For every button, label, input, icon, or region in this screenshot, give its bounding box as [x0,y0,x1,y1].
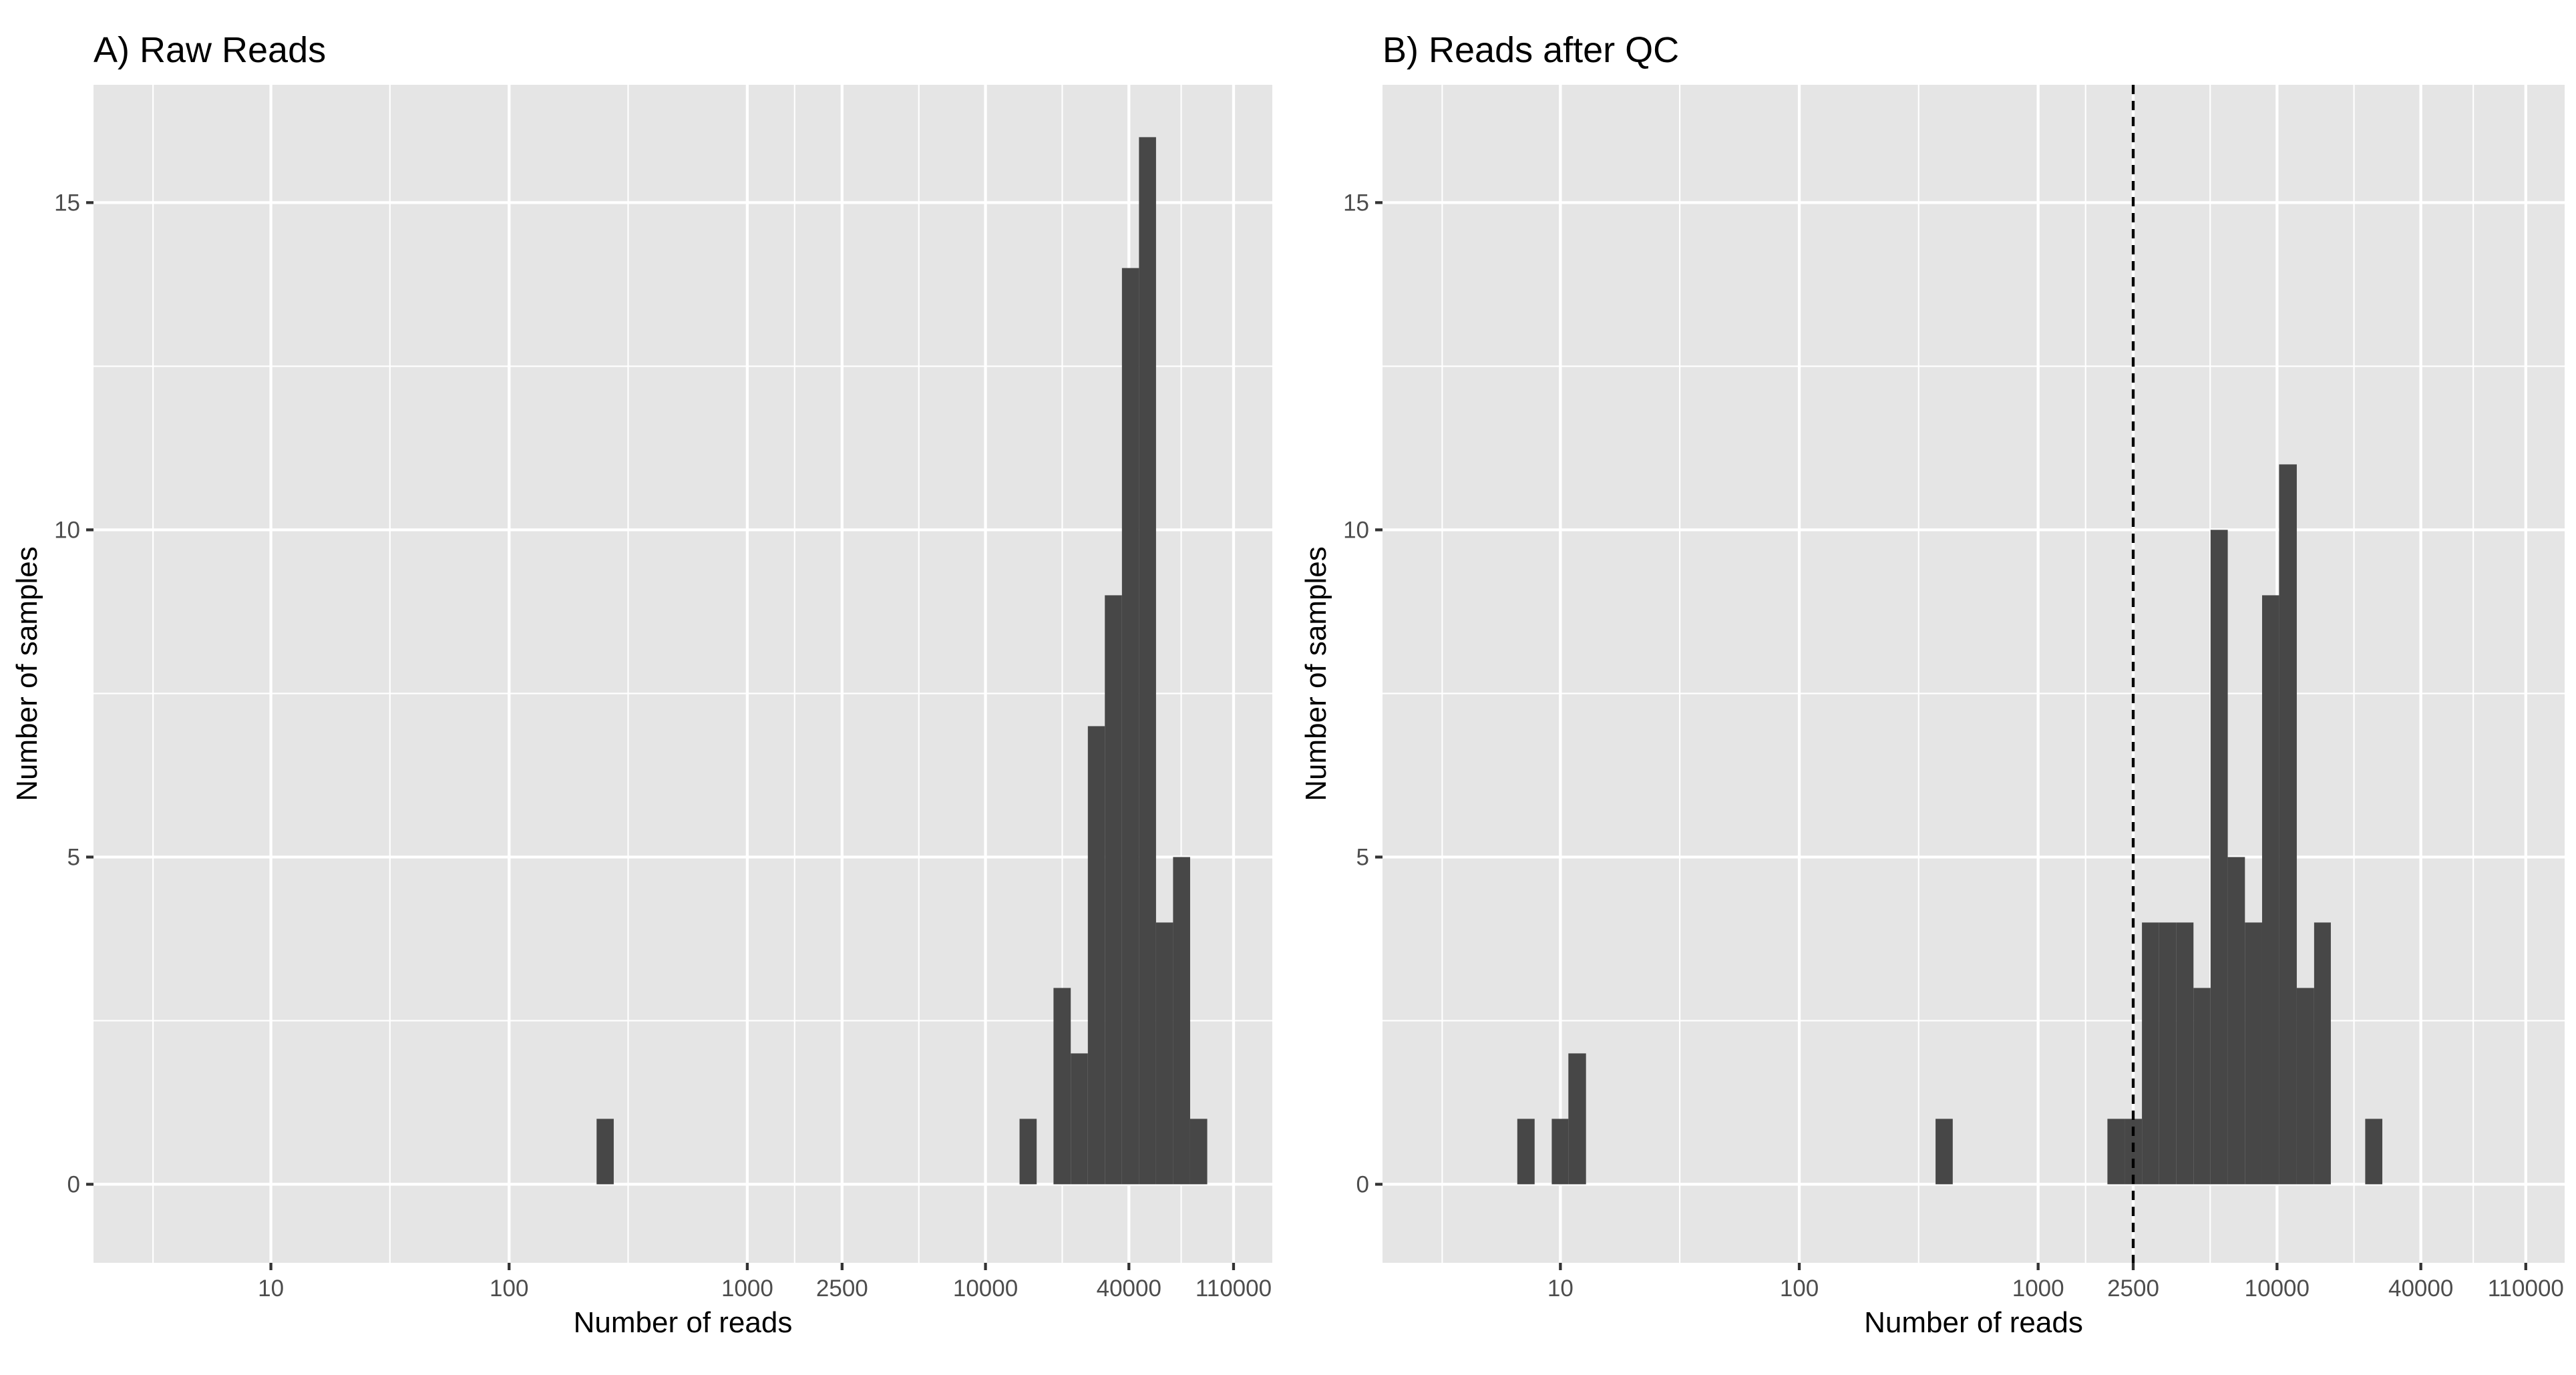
y-tick-label: 5 [1356,844,1369,870]
histogram-bar [2296,988,2314,1185]
x-tick-label: 40000 [2388,1275,2453,1302]
y-tick-label: 5 [67,844,80,870]
histogram-bar [2227,857,2245,1185]
y-tick-label: 15 [54,190,80,216]
histogram-bar [1019,1119,1037,1185]
y-tick-label: 10 [1343,517,1369,543]
x-tick-label: 10 [258,1275,284,1302]
histogram-bar [1139,137,1156,1185]
panel-raw-reads: 0 5 10 15 10 100 1000 2500 10000 40000 110000 A) Ra… [11,30,1272,1339]
x-tick-label: 110000 [1195,1275,1272,1302]
y-tick-label: 10 [54,517,80,543]
histogram-bar [1173,857,1190,1185]
histogram-bar [1517,1119,1535,1185]
histogram-bar [2314,922,2331,1185]
x-tick-label: 2500 [816,1275,868,1302]
y-axis-title: Number of samples [1300,546,1332,801]
histogram-bar [2142,922,2159,1185]
y-tick-label: 15 [1343,190,1369,216]
x-tick-label: 10000 [953,1275,1018,1302]
x-tick-label: 10 [1547,1275,1574,1302]
panel-reads-after-qc: 0 5 10 15 10 100 1000 2500 10000 40000 110000 B) Re… [1300,30,2565,1339]
histogram-bar [1189,1119,1208,1185]
x-tick-label: 1000 [2012,1275,2064,1302]
histogram-bar [2245,922,2262,1185]
y-axis-title: Number of samples [11,546,43,801]
histogram-bar [2279,464,2297,1185]
histogram-bar [1071,1053,1088,1185]
histogram-bar [596,1119,614,1185]
histogram-bar [2193,988,2211,1185]
histogram-bar [1155,922,1173,1185]
histogram-bar [2107,1119,2125,1185]
y-tick-label: 0 [1356,1171,1369,1197]
x-tick-label: 40000 [1097,1275,1161,1302]
y-tick-label: 0 [67,1171,80,1197]
histogram-bar [1087,726,1105,1185]
x-tick-label: 110000 [2488,1275,2564,1302]
histogram-bar [1105,595,1122,1185]
x-tick-label: 1000 [721,1275,773,1302]
histogram-bar [2159,922,2177,1185]
x-tick-label: 100 [1780,1275,1819,1302]
x-axis-title: Number of reads [574,1306,793,1339]
histogram-bar [1121,268,1139,1185]
histogram-bar [1053,988,1071,1185]
x-tick-label: 2500 [2107,1275,2159,1302]
x-tick-label: 10000 [2245,1275,2310,1302]
chart-title: A) Raw Reads [94,30,326,70]
histogram-bar [2176,922,2194,1185]
histogram-bar [1568,1053,1586,1185]
histogram-bar [1936,1119,1953,1185]
x-tick-label: 100 [490,1275,528,1302]
histogram-bar [2210,530,2228,1185]
histogram-bar [2365,1119,2383,1185]
x-axis-title: Number of reads [1864,1306,2083,1339]
chart-title: B) Reads after QC [1383,30,1679,70]
histogram-bar [2261,595,2279,1185]
histogram-bar [1551,1119,1569,1185]
